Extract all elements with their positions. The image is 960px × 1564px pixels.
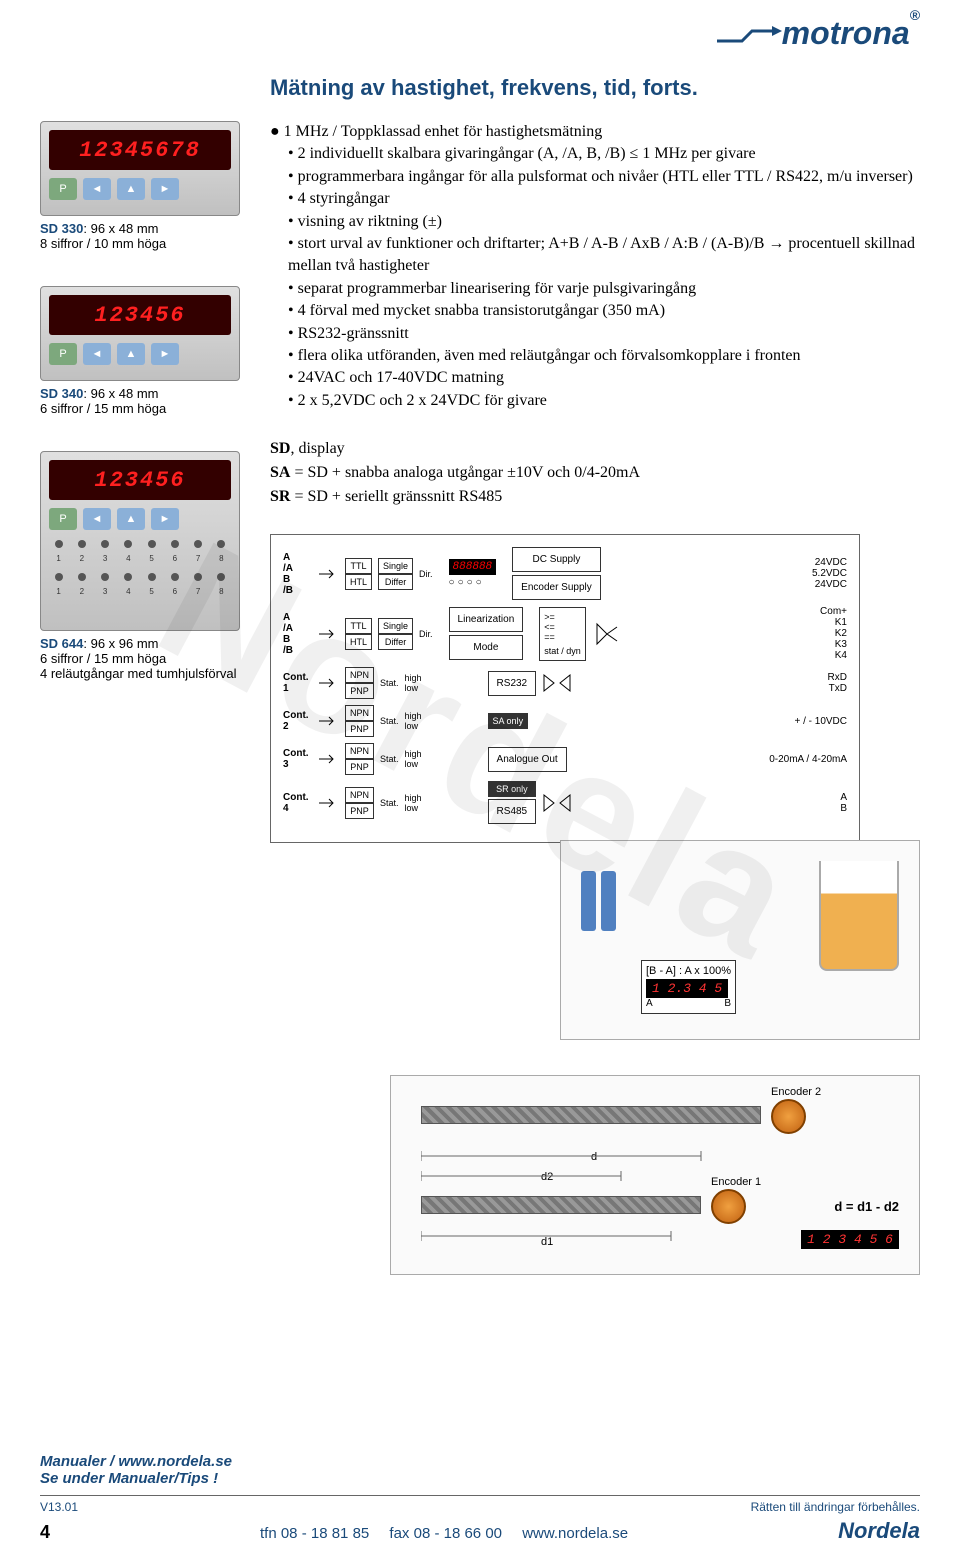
application-diagram-1: [B - A] : A x 100% 1 2.3 4 5 AB: [560, 840, 920, 1040]
sensor-icon: [571, 871, 631, 971]
shaft-icon: [421, 1106, 761, 1124]
arrow-button-icon: ►: [151, 343, 179, 365]
arrow-button-icon: ▲: [117, 343, 145, 365]
feature-item: stort urval av funktioner och driftarter…: [288, 233, 920, 278]
transistor-icon: [592, 619, 622, 649]
encoder-icon: [771, 1099, 806, 1134]
feature-item: 24VAC och 17-40VDC matning: [288, 367, 920, 389]
arrow-button-icon: ◄: [83, 508, 111, 530]
led-display: 12345678: [49, 130, 231, 170]
contact-info: tfn 08 - 18 81 85 fax 08 - 18 66 00 www.…: [252, 1525, 636, 1542]
feature-item: 4 förval med mycket snabba transistorutg…: [288, 300, 920, 322]
led-display: 123456: [49, 295, 231, 335]
arrow-icon: [319, 554, 339, 594]
feature-item: RS232-gränssnitt: [288, 323, 920, 345]
version-text: V13.01: [40, 1500, 78, 1514]
application-diagram-2: Encoder 2 Encoder 1 d d2 d1 d = d1 - d2 …: [390, 1075, 920, 1275]
arrow-icon: [319, 614, 339, 654]
product-caption: SD 330: 96 x 48 mm 8 siffror / 10 mm hög…: [40, 221, 270, 251]
product-caption: SD 644: 96 x 96 mm 6 siffror / 15 mm hög…: [40, 636, 270, 681]
feature-heading: 1 MHz / Toppklassad enhet för hastighets…: [270, 121, 920, 143]
model-descriptions: SD, display SA = SD + snabba analoga utg…: [270, 437, 920, 509]
block-diagram: A/A B/B TTL HTL Single Differ Dir. 88888…: [270, 534, 860, 843]
arrow-icon: [319, 793, 339, 813]
arrow-icon: [319, 673, 339, 693]
feature-item: visning av riktning (±): [288, 211, 920, 233]
tank-icon: [819, 861, 899, 971]
footer-brand: Nordela: [838, 1518, 920, 1544]
arrow-icon: [319, 711, 339, 731]
arrow-button-icon: ►: [151, 508, 179, 530]
mini-display: 1 2 3 4 5 6: [801, 1230, 899, 1249]
p-button-icon: P: [49, 178, 77, 200]
feature-item: flera olika utföranden, även med reläutg…: [288, 345, 920, 367]
feature-item: 2 individuellt skalbara givaringångar (A…: [288, 143, 920, 165]
p-button-icon: P: [49, 508, 77, 530]
formula-display: [B - A] : A x 100% 1 2.3 4 5 AB: [641, 960, 736, 1014]
arrow-button-icon: ►: [151, 178, 179, 200]
page-title: Mätning av hastighet, frekvens, tid, for…: [270, 75, 920, 101]
arrow-button-icon: ▲: [117, 178, 145, 200]
product-image-sd340: 123456 P ◄ ▲ ►: [40, 286, 240, 381]
rights-text: Rätten till ändringar förbehålles.: [751, 1500, 920, 1514]
page-footer: Manualer / www.nordela.se Se under Manua…: [0, 1453, 960, 1564]
arrow-button-icon: ◄: [83, 343, 111, 365]
dimension-lines-icon: [421, 1136, 771, 1246]
feature-item: 2 x 5,2VDC och 2 x 24VDC för givare: [288, 390, 920, 412]
feature-item: programmerbara ingångar för alla pulsfor…: [288, 166, 920, 188]
interface-icon: [542, 673, 572, 693]
page-number: 4: [40, 1522, 50, 1543]
arrow-button-icon: ◄: [83, 178, 111, 200]
formula-text: d = d1 - d2: [834, 1199, 899, 1214]
led-display: 123456: [49, 460, 231, 500]
feature-item: 4 styringångar: [288, 188, 920, 210]
product-image-sd644: 123456 P ◄ ▲ ► 12345678 12345678: [40, 451, 240, 631]
product-image-sd330: 12345678 P ◄ ▲ ►: [40, 121, 240, 216]
logo-arrow-icon: [712, 26, 782, 46]
feature-list: 1 MHz / Toppklassad enhet för hastighets…: [270, 121, 920, 412]
arrow-button-icon: ▲: [117, 508, 145, 530]
arrow-icon: [319, 749, 339, 769]
interface-icon: [542, 793, 572, 813]
brand-logo: motrona®: [712, 15, 920, 52]
feature-item: separat programmerbar linearisering för …: [288, 278, 920, 300]
manual-link: Manualer / www.nordela.se Se under Manua…: [40, 1453, 920, 1487]
p-button-icon: P: [49, 343, 77, 365]
product-caption: SD 340: 96 x 48 mm 6 siffror / 15 mm hög…: [40, 386, 270, 416]
